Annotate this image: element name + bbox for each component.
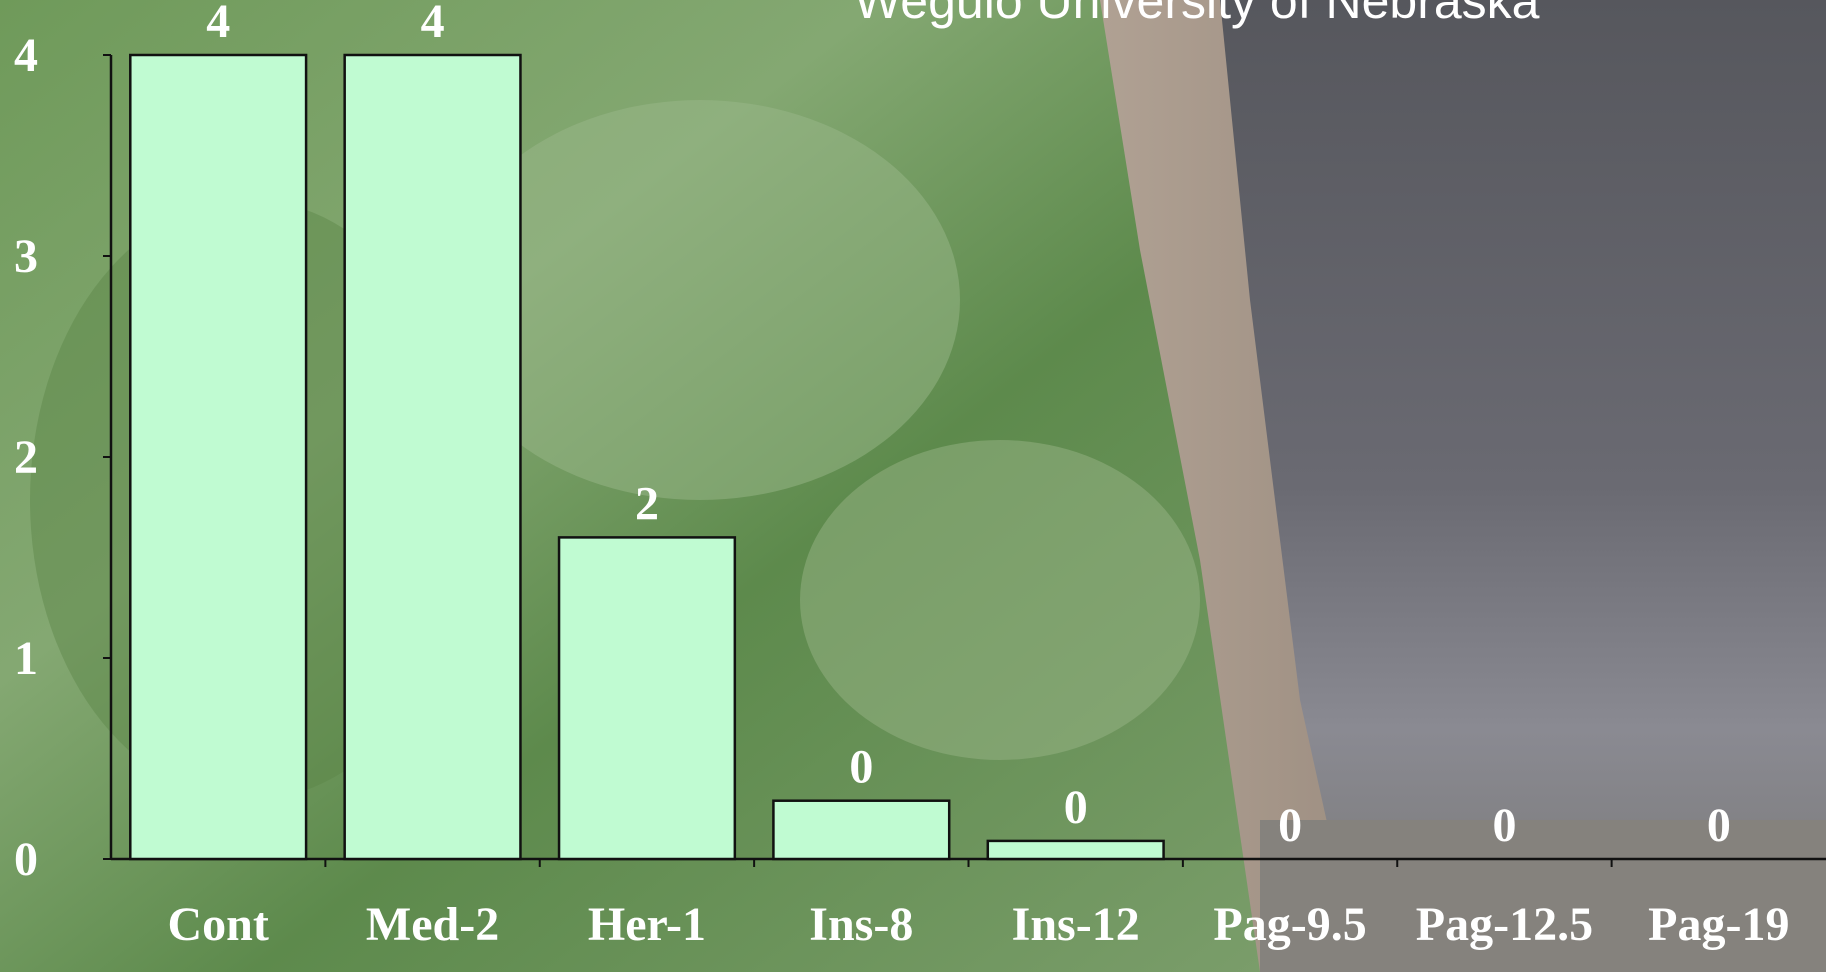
value-label: 2: [635, 477, 659, 530]
value-label: 0: [1278, 799, 1302, 852]
value-label: 0: [849, 741, 873, 794]
x-tick-label: Her-1: [588, 898, 706, 951]
bar: [772, 799, 951, 861]
y-tick-label: 3: [14, 230, 38, 283]
y-tick-label: 2: [14, 431, 38, 484]
x-tick-label: Cont: [168, 898, 269, 951]
x-tick-label: Pag-19: [1648, 898, 1789, 951]
y-tick-label: 4: [14, 29, 38, 82]
chart-title: Wegulo University of Nebraska: [854, 0, 1540, 29]
x-tick-label: Ins-12: [1012, 898, 1140, 951]
x-tick-label: Pag-12.5: [1416, 898, 1593, 951]
bar: [343, 53, 522, 861]
bar: [557, 536, 737, 861]
x-tick-label: Ins-8: [809, 898, 913, 951]
y-tick-label: 1: [14, 632, 38, 685]
bar: [986, 839, 1165, 861]
value-label: 0: [1492, 799, 1516, 852]
value-label: 0: [1707, 799, 1731, 852]
x-tick-label: Pag-9.5: [1213, 898, 1366, 951]
bar: [129, 53, 308, 861]
value-label: 0: [1064, 781, 1088, 834]
x-tick-label: Med-2: [366, 898, 499, 951]
value-label: 4: [421, 0, 445, 48]
value-label: 4: [206, 0, 230, 48]
y-tick-label: 0: [14, 833, 38, 886]
